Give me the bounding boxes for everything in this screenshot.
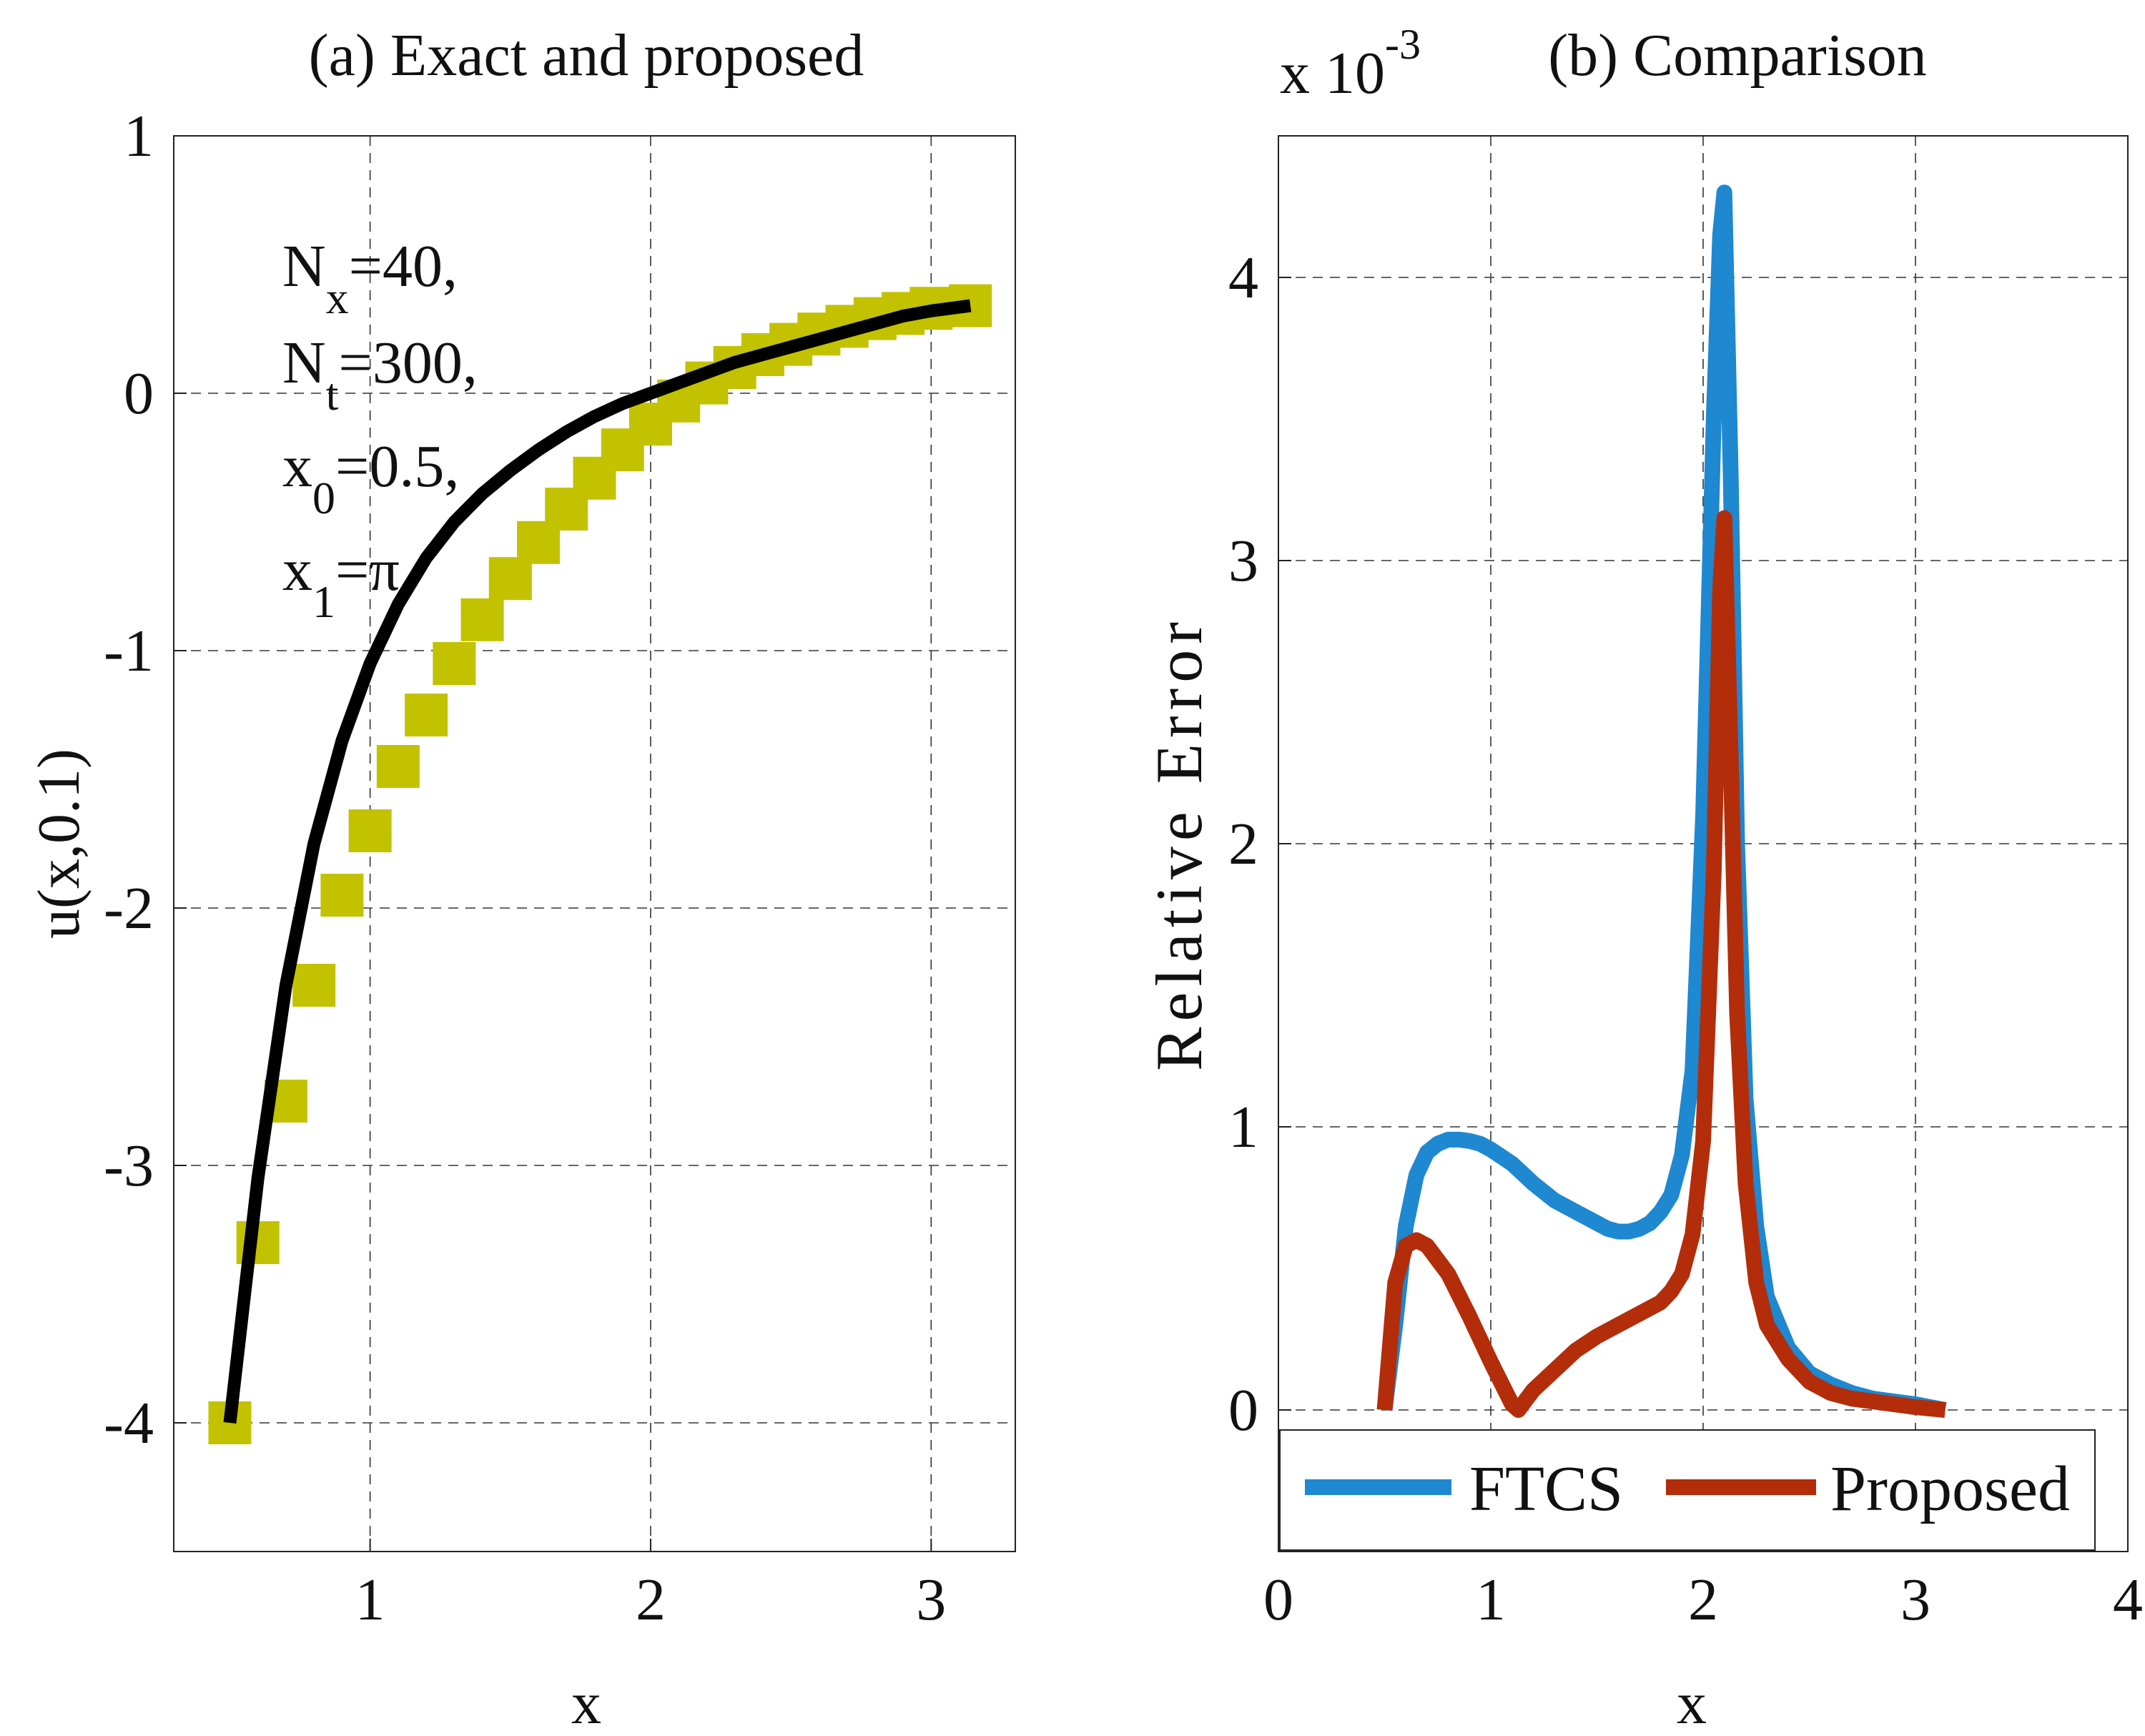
panel-b-ylabel: Relative Error — [1143, 616, 1216, 1071]
annotation-nt-tail: =300, — [338, 330, 477, 396]
y-tick-label: 1 — [1228, 1094, 1258, 1160]
x-tick-label: 0 — [1263, 1567, 1293, 1633]
panel-a-parameter-annotation: Nx=40, Nt=300, x0=0.5, x1=π — [282, 233, 478, 627]
annotation-line-nx: Nx=40, — [282, 233, 458, 323]
annotation-nx-base: N — [282, 233, 326, 300]
panel-a-title: (a) Exact and proposed — [309, 22, 864, 89]
data-point-marker — [433, 642, 476, 685]
y-tick-label: 2 — [1228, 811, 1258, 877]
annotation-line-x0: x0=0.5, — [282, 433, 459, 523]
panel-a-xlabel: x — [571, 1670, 601, 1736]
annotation-nx-tail: =40, — [349, 233, 458, 300]
data-point-marker — [348, 809, 392, 852]
x-tick-label: 2 — [1688, 1567, 1718, 1633]
annotation-nt-base: N — [282, 330, 326, 396]
y-tick-label: 3 — [1228, 528, 1258, 594]
data-point-marker — [460, 598, 504, 641]
panel-b-exponent-power: -3 — [1385, 21, 1421, 68]
data-point-marker — [292, 964, 336, 1007]
panel-a-plot-area — [208, 284, 992, 1444]
y-tick-label: -3 — [104, 1133, 154, 1199]
y-tick-label: -1 — [104, 618, 154, 684]
annotation-line-nt: Nt=300, — [282, 330, 478, 420]
legend-ftcs-label: FTCS — [1469, 1454, 1623, 1524]
legend-proposed-label: Proposed — [1830, 1454, 2070, 1524]
y-tick-label: 0 — [124, 360, 154, 427]
x-tick-label: 3 — [916, 1567, 946, 1633]
data-point-marker — [488, 557, 532, 601]
panel-b-ticks: 0 1 2 3 4 0 1 2 3 4 — [1228, 245, 2143, 1633]
x-tick-label: 1 — [355, 1567, 385, 1633]
data-point-marker — [376, 745, 420, 788]
y-tick-label: -2 — [104, 875, 154, 942]
annotation-nt-sub: t — [326, 369, 339, 420]
panel-a-ylabel: u(x,0.1) — [26, 749, 92, 939]
data-point-marker — [320, 874, 364, 917]
x-tick-label: 2 — [636, 1567, 666, 1633]
x-tick-label: 1 — [1476, 1567, 1506, 1633]
annotation-x1-base: x — [282, 537, 312, 603]
annotation-x0-tail: =0.5, — [335, 433, 459, 500]
data-point-marker — [405, 694, 448, 736]
x-tick-label: 4 — [2113, 1567, 2143, 1633]
panel-b-xlabel: x — [1677, 1670, 1707, 1736]
annotation-nx-sub: x — [326, 272, 349, 323]
panel-a-axes-box — [173, 135, 1016, 1552]
y-tick-label: 0 — [1228, 1377, 1258, 1444]
series-proposed-line — [1376, 510, 1946, 1418]
panel-b-exponent: x 10-3 — [1280, 21, 1421, 107]
annotation-x0-sub: 0 — [312, 473, 335, 523]
panel-b-title: (b) Comparison — [1548, 22, 1927, 89]
y-tick-label: 1 — [124, 103, 154, 169]
panel-b-exponent-base: x 10 — [1280, 40, 1385, 107]
y-tick-label: -4 — [104, 1390, 154, 1456]
series-proposed-line — [223, 299, 972, 1424]
annotation-x1-sub: 1 — [312, 576, 335, 627]
panel-b-plot-area — [1376, 184, 1947, 1418]
series-ftcs-line — [1376, 184, 1947, 1418]
annotation-x1-tail: =π — [335, 537, 400, 603]
panel-b-legend: FTCS Proposed — [1279, 1429, 2096, 1551]
annotation-x0-base: x — [282, 433, 312, 500]
panel-b-comparison: x 10-3 (b) Comparison 0 1 2 3 4 0 1 2 3 4 x Relat… — [1143, 21, 2143, 1736]
series-exact-markers — [208, 284, 992, 1444]
y-tick-label: 4 — [1228, 245, 1258, 311]
x-tick-label: 3 — [1900, 1567, 1930, 1633]
annotation-line-x1: x1=π — [282, 537, 400, 627]
panel-a-ticks: 1 2 3 -4 -3 -2 -1 0 1 — [104, 103, 946, 1633]
panel-a-exact-proposed: (a) Exact and proposed 1 2 3 -4 -3 -2 -1 0 1 x u… — [26, 22, 1016, 1736]
